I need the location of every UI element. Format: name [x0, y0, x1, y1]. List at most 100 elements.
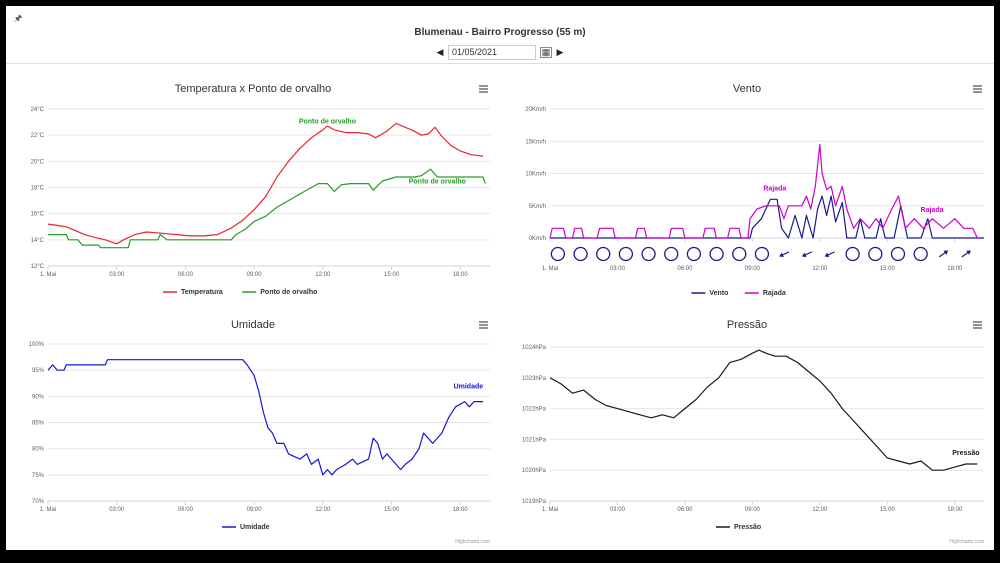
x-tick-label: 1. Mai — [40, 507, 56, 513]
credits-link[interactable]: Highcharts.com — [949, 539, 984, 545]
app-frame: 🖈 Blumenau - Bairro Progresso (55 m) ◀ ▦… — [6, 6, 994, 550]
x-tick-label: 03:00 — [109, 507, 125, 513]
y-tick-label: 1019hPa — [522, 499, 547, 505]
x-tick-label: 03:00 — [109, 272, 125, 278]
x-tick-label: 06:00 — [178, 507, 194, 513]
series-line-press-o — [549, 349, 978, 471]
hamburger-menu-icon[interactable] — [479, 321, 488, 329]
y-tick-label: 75% — [32, 473, 45, 479]
x-tick-label: 06:00 — [677, 507, 693, 513]
series-label: Ponto de orvalho — [299, 118, 356, 125]
x-tick-label: 1. Mai — [542, 507, 558, 513]
y-tick-label: 70% — [32, 499, 45, 505]
wind-direction-arrow — [938, 250, 949, 258]
calm-wind-marker — [641, 246, 656, 262]
calm-wind-marker — [664, 246, 679, 262]
legend-item[interactable]: Umidade — [221, 524, 270, 531]
wind-direction-arrow — [824, 251, 835, 258]
y-tick-label: 10Km/h — [525, 172, 546, 178]
hamburger-menu-icon[interactable] — [479, 85, 488, 93]
y-tick-label: 90% — [32, 394, 45, 400]
wind-chart: Vento 0Km/h 5Km/h 10Km/h 15Km/h 20Km/h 1. Mai 0… — [525, 83, 984, 297]
series-line-ponto-de-orvalho — [48, 168, 486, 249]
y-tick-label: 1024hPa — [522, 345, 547, 351]
x-tick-label: 12:00 — [315, 507, 331, 513]
calm-wind-marker — [550, 246, 566, 262]
y-tick-label: 100% — [29, 342, 45, 348]
series-label: Ponto de orvalho — [409, 179, 466, 186]
y-tick-label: 15Km/h — [525, 139, 546, 145]
y-tick-label: 1022hPa — [522, 407, 547, 413]
y-tick-label: 5Km/h — [529, 204, 546, 210]
hamburger-menu-icon[interactable] — [973, 85, 982, 93]
calm-wind-marker — [596, 246, 611, 262]
x-tick-label: 03:00 — [610, 507, 626, 513]
calm-wind-marker — [868, 246, 883, 262]
wind-direction-arrow — [779, 251, 790, 258]
credits-link[interactable]: Highcharts.com — [455, 539, 490, 545]
legend-item[interactable]: Rajada — [744, 290, 786, 297]
pin-icon[interactable]: 🖈 — [14, 13, 23, 23]
temperature-chart: Temperatura x Ponto de orvalho 12°C 14°C 16… — [31, 83, 490, 296]
y-tick-label: 14°C — [31, 238, 45, 244]
hamburger-menu-icon[interactable] — [973, 321, 982, 329]
x-tick-label: 15:00 — [384, 272, 400, 278]
legend-item[interactable]: Temperatura — [162, 289, 223, 296]
y-tick-label: 22°C — [31, 133, 45, 139]
x-tick-label: 18:00 — [453, 272, 469, 278]
x-tick-label: 03:00 — [610, 266, 626, 272]
y-tick-label: 0Km/h — [529, 236, 546, 242]
legend-label[interactable]: Ponto de orvalho — [260, 289, 317, 296]
x-tick-label: 12:00 — [812, 507, 828, 513]
legend-label[interactable]: Temperatura — [181, 289, 223, 296]
date-input[interactable] — [448, 44, 536, 60]
station-title: Blumenau - Bairro Progresso (55 m) — [414, 27, 586, 38]
calm-wind-marker — [754, 246, 770, 262]
chart-title: Pressão — [727, 319, 767, 331]
x-tick-label: 12:00 — [315, 272, 331, 278]
previous-day-button[interactable]: ◀ — [436, 46, 444, 57]
legend-label[interactable]: Rajada — [763, 290, 786, 297]
y-tick-label: 16°C — [31, 212, 45, 218]
series-label: Pressão — [952, 450, 979, 457]
series-line-vento — [550, 195, 984, 239]
x-tick-label: 06:00 — [677, 266, 693, 272]
y-tick-label: 1021hPa — [522, 437, 547, 443]
y-tick-label: 18°C — [31, 186, 45, 192]
legend-label[interactable]: Umidade — [240, 524, 270, 531]
x-tick-label: 18:00 — [947, 266, 963, 272]
chart-title: Vento — [733, 83, 761, 95]
legend-item[interactable]: Ponto de orvalho — [242, 289, 317, 296]
calm-wind-marker — [913, 246, 928, 262]
legend-label[interactable]: Vento — [709, 290, 728, 297]
calendar-icon[interactable]: ▦ — [540, 46, 552, 58]
calm-wind-marker — [573, 246, 588, 262]
wind-direction-arrow — [961, 250, 971, 258]
y-tick-label: 12°C — [31, 264, 45, 270]
y-tick-label: 80% — [32, 447, 45, 453]
series-label: Umidade — [454, 383, 484, 390]
pressure-chart: Pressão 1019hPa 1020hPa 1021hPa 1022hPa 1023h… — [522, 319, 984, 545]
calm-wind-marker — [845, 246, 860, 262]
y-tick-label: 85% — [32, 421, 45, 427]
y-tick-label: 20Km/h — [525, 107, 546, 113]
x-tick-label: 15:00 — [384, 507, 400, 513]
x-tick-label: 09:00 — [745, 507, 761, 513]
calm-wind-marker — [890, 246, 906, 262]
calm-wind-marker — [686, 246, 702, 262]
legend-label[interactable]: Pressão — [734, 524, 761, 531]
series-line-umidade — [47, 359, 484, 476]
legend-item[interactable]: Vento — [691, 290, 728, 297]
next-day-button[interactable]: ▶ — [556, 46, 564, 57]
y-tick-label: 1020hPa — [522, 468, 547, 474]
x-tick-label: 09:00 — [247, 272, 263, 278]
x-tick-label: 1. Mai — [40, 272, 56, 278]
legend-item[interactable]: Pressão — [715, 524, 761, 531]
y-tick-label: 1023hPa — [522, 376, 547, 382]
y-tick-label: 95% — [32, 368, 45, 374]
chart-title: Temperatura x Ponto de orvalho — [175, 83, 332, 95]
x-tick-label: 15:00 — [880, 507, 896, 513]
x-tick-label: 06:00 — [178, 272, 194, 278]
header-divider — [6, 63, 994, 64]
calm-wind-marker — [618, 246, 634, 262]
